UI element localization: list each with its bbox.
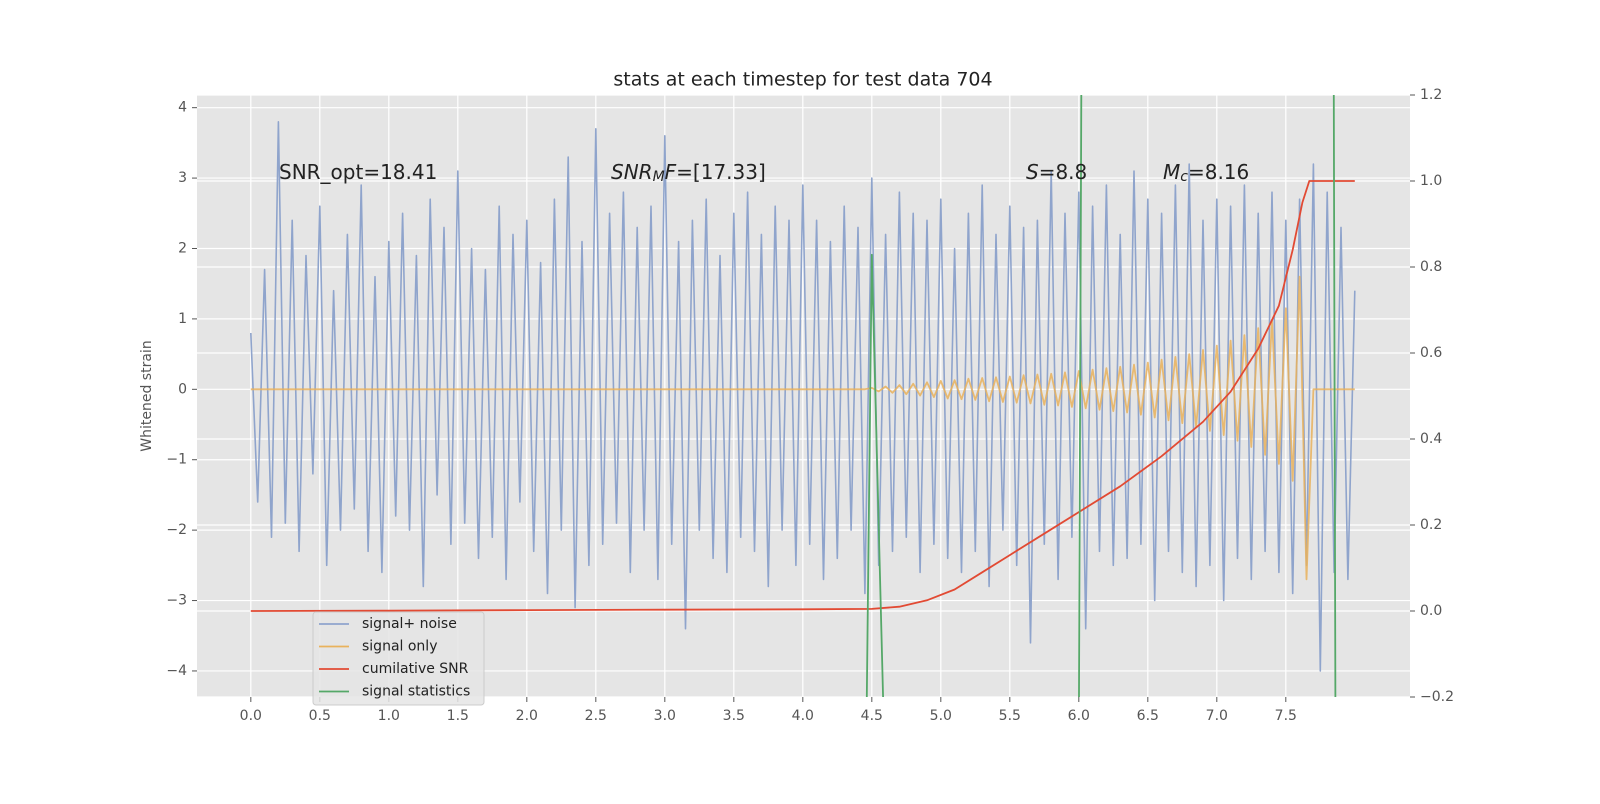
series-line bbox=[865, 95, 1337, 697]
y-tick-label: −2 bbox=[166, 522, 187, 538]
x-tick-label: 0.0 bbox=[240, 708, 262, 724]
x-tick-label: 4.5 bbox=[861, 708, 883, 724]
y2-tick-label: 0.0 bbox=[1420, 603, 1442, 619]
chart-title: stats at each timestep for test data 704 bbox=[613, 69, 992, 91]
y-tick-label: 3 bbox=[178, 170, 187, 186]
x-tick-label: 5.0 bbox=[930, 708, 952, 724]
x-tick-label: 2.0 bbox=[516, 708, 538, 724]
x-tick-label: 4.0 bbox=[792, 708, 814, 724]
legend-label: signal+ noise bbox=[362, 616, 457, 632]
annotation-part: =8.8 bbox=[1039, 160, 1088, 184]
y-tick-label: 0 bbox=[178, 381, 187, 397]
x-tick-label: 0.5 bbox=[309, 708, 331, 724]
y-tick-label: −3 bbox=[166, 593, 187, 609]
x-tick-label: 6.5 bbox=[1137, 708, 1159, 724]
annotation-part: =[17.33] bbox=[676, 160, 766, 184]
series-line bbox=[250, 275, 1355, 581]
legend-box bbox=[312, 611, 485, 706]
y-tick-label: −4 bbox=[166, 663, 187, 679]
legend-label: signal only bbox=[362, 639, 437, 655]
y-tick-label: −1 bbox=[166, 452, 187, 468]
annotation-part: S bbox=[1026, 160, 1039, 184]
y2-tick-label: 1.2 bbox=[1420, 87, 1442, 103]
x-tick-label: 2.5 bbox=[585, 708, 607, 724]
x-tick-label: 3.0 bbox=[654, 708, 676, 724]
annotation-part: SNR bbox=[611, 160, 653, 184]
y-axis-label: Whitened strain bbox=[139, 340, 155, 451]
x-tick-label: 6.0 bbox=[1068, 708, 1090, 724]
grid bbox=[197, 94, 1410, 698]
y2-tick-label: 0.4 bbox=[1420, 431, 1442, 447]
annotation: SNRMF=[17.33] bbox=[611, 160, 766, 186]
annotation-part: SNR_opt=18.41 bbox=[279, 160, 437, 184]
series-line bbox=[250, 180, 1355, 612]
x-tick-label: 7.0 bbox=[1206, 708, 1228, 724]
annotation-part: M bbox=[653, 169, 665, 185]
x-tick-label: 3.5 bbox=[723, 708, 745, 724]
y-tick-label: 1 bbox=[178, 311, 187, 327]
x-tick-label: 7.5 bbox=[1275, 708, 1297, 724]
legend-label: cumilative SNR bbox=[362, 661, 469, 677]
y2-tick-label: 1.0 bbox=[1420, 173, 1442, 189]
annotation: Mc=8.16 bbox=[1163, 160, 1249, 186]
y2-tick-label: 0.8 bbox=[1420, 259, 1442, 275]
plot-lines bbox=[250, 95, 1356, 697]
y2-tick-label: −0.2 bbox=[1420, 689, 1454, 705]
annotation: SNR_opt=18.41 bbox=[279, 160, 437, 184]
annotation-part: =8.16 bbox=[1188, 160, 1249, 184]
annotation: S=8.8 bbox=[1026, 160, 1087, 184]
annotation-part: F bbox=[665, 160, 677, 184]
series-line bbox=[250, 121, 1356, 672]
annotation-part: c bbox=[1180, 169, 1188, 185]
y2-tick-label: 0.6 bbox=[1420, 345, 1442, 361]
y2-tick-label: 0.2 bbox=[1420, 517, 1442, 533]
annotation-part: M bbox=[1163, 160, 1180, 184]
legend-label: signal statistics bbox=[362, 684, 470, 700]
x-tick-label: 5.5 bbox=[999, 708, 1021, 724]
x-tick-label: 1.5 bbox=[447, 708, 469, 724]
y-tick-label: 2 bbox=[178, 240, 187, 256]
y-tick-label: 4 bbox=[178, 100, 187, 116]
x-tick-label: 1.0 bbox=[378, 708, 400, 724]
